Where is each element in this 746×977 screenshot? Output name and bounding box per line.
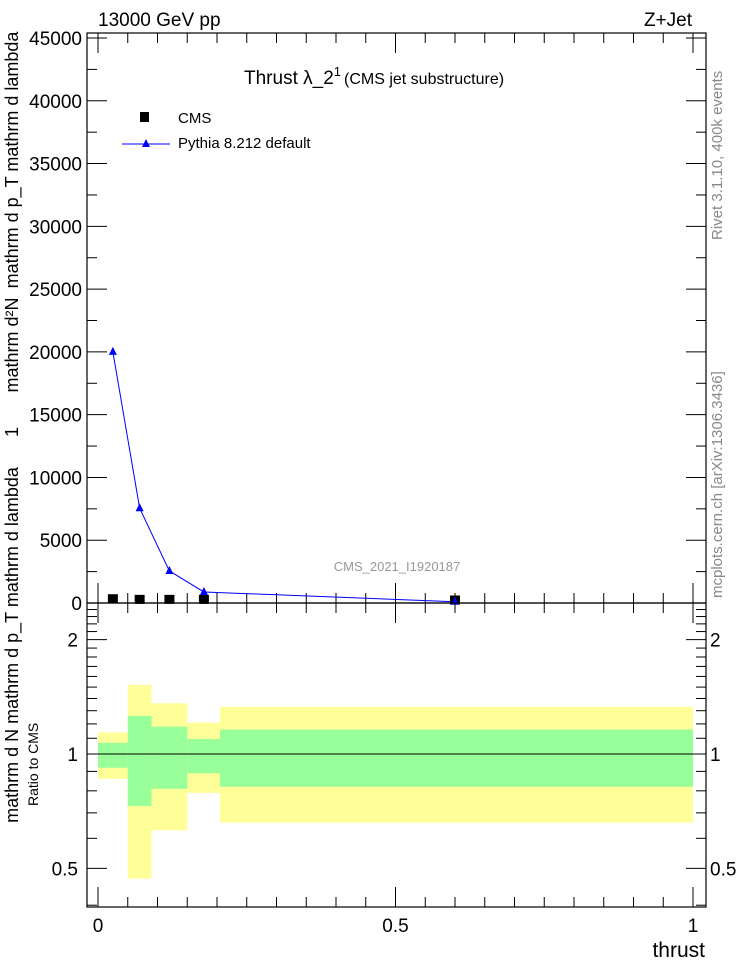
x-axis-label: thrust (652, 939, 705, 962)
cms-point (164, 594, 175, 604)
ratio-band (219, 729, 693, 787)
y-tick-label: 25000 (29, 280, 82, 301)
ratio-band (127, 715, 152, 806)
y-axis-label-one: 1 (2, 427, 22, 437)
rivet-label: Rivet 3.1.10, 400k events (709, 71, 726, 240)
ratio-y-tick-label-right: 2 (710, 631, 721, 652)
ratio-y-tick-label: 1 (67, 745, 78, 766)
x-tick-label: 0.5 (382, 916, 408, 937)
cms-point (107, 594, 118, 604)
ratio-y-tick-label: 0.5 (52, 859, 78, 880)
cms-point (198, 594, 209, 604)
ratio-y-tick-label-right: 1 (710, 745, 721, 766)
x-tick-label: 1 (688, 916, 699, 937)
y-tick-label: 10000 (29, 468, 82, 489)
legend-pythia-marker (142, 139, 150, 147)
legend-cms-marker (140, 112, 149, 122)
y-axis-label-numerator: mathrm d²N (2, 297, 22, 392)
ratio-y-tick-label: 2 (67, 631, 78, 652)
mcplots-label: mcplots.cern.ch [arXiv:1306.3436] (709, 371, 726, 598)
y-tick-label: 0 (71, 594, 82, 615)
pythia-point (108, 346, 117, 355)
y-tick-label: 20000 (29, 343, 82, 364)
y-tick-label: 40000 (29, 92, 82, 113)
legend-pythia-label: Pythia 8.212 default (178, 135, 311, 152)
ratio-band (98, 742, 128, 768)
y-tick-label: 5000 (40, 531, 82, 552)
y-axis-label: mathrm d p_T mathrm d lambda mathrm d²N … (2, 31, 23, 823)
pythia-point (165, 565, 174, 574)
ratio-y-label: Ratio to CMS (25, 723, 41, 806)
header-left: 13000 GeV pp (98, 10, 221, 31)
y-tick-label: 35000 (29, 155, 82, 176)
header-right: Z+Jet (644, 10, 693, 31)
plot-title: Thrust λ_21 (CMS jet substructure) (244, 64, 504, 89)
ratio-band (187, 739, 220, 774)
y-tick-label: 15000 (29, 406, 82, 427)
y-axis-label-denominator: mathrm d N mathrm d p_T mathrm d lambda (2, 466, 23, 823)
ratio-band (151, 726, 188, 789)
y-axis-label-numerator-sub: mathrm d p_T mathrm d lambda (2, 31, 23, 289)
x-tick-label: 0 (93, 916, 104, 937)
pythia-point (199, 586, 208, 595)
ratio-frame (86, 602, 707, 908)
analysis-watermark: CMS_2021_I1920187 (334, 559, 461, 574)
ratio-y-tick-label-right: 0.5 (710, 859, 736, 880)
pythia-point (135, 503, 144, 512)
legend-cms-label: CMS (178, 110, 211, 127)
y-tick-label: 30000 (29, 217, 82, 238)
cms-point (134, 594, 145, 604)
y-tick-label: 45000 (29, 29, 82, 50)
